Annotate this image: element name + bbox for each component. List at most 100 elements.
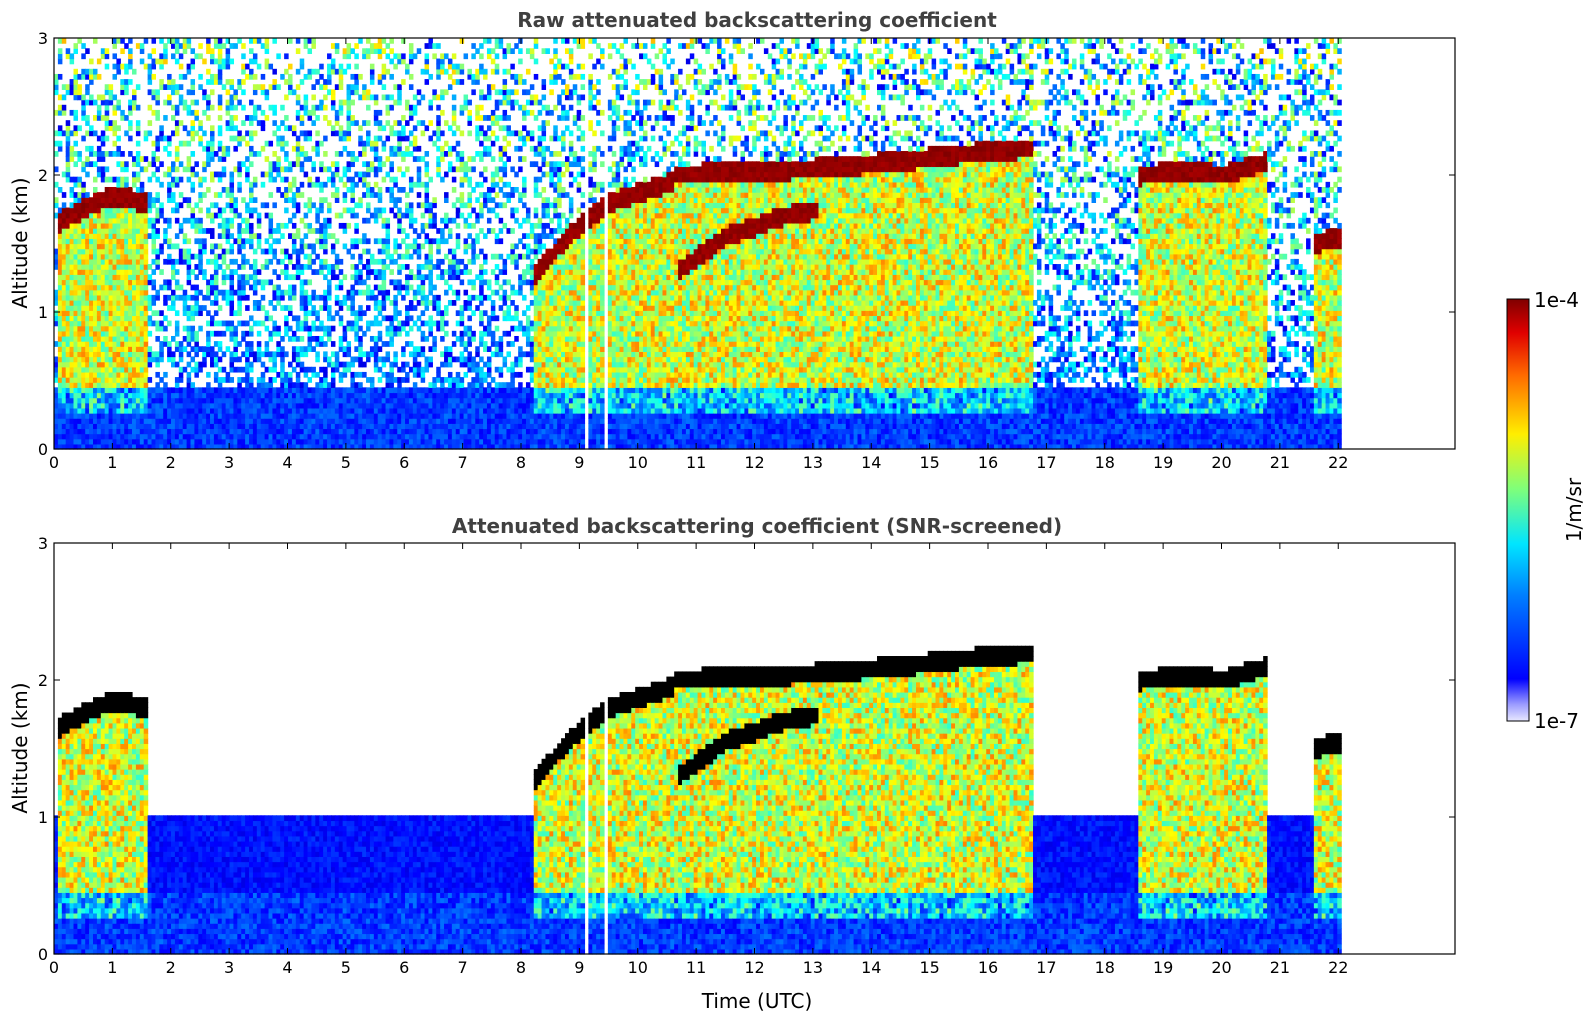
heatmap-cell [420,371,426,378]
heatmap-cell [362,217,367,224]
heatmap-cell [225,79,231,85]
heatmap-cell [295,68,301,75]
heatmap-cell [381,438,387,445]
heatmap-cell [198,207,203,214]
heatmap-cell [249,48,254,55]
heatmap-cell [174,43,180,49]
heatmap-cell [112,413,118,419]
heatmap-cell [81,346,86,352]
heatmap-cell [85,300,90,306]
heatmap-cell [467,335,472,342]
heatmap-cell [120,346,125,352]
heatmap-cell [124,202,129,209]
heatmap-cell [436,305,441,311]
heatmap-cell [362,407,367,414]
heatmap-cell [319,443,324,450]
heatmap-cell [54,166,59,173]
heatmap-cell [112,104,118,111]
heatmap-cell [424,366,430,373]
heatmap-cell [268,248,274,255]
heatmap-cell [284,382,289,388]
heatmap-cell [467,366,472,373]
heatmap-cell [358,351,363,358]
heatmap-cell [354,418,359,424]
heatmap-cell [104,243,110,250]
heatmap-cell [190,99,196,106]
heatmap-cell [81,161,86,168]
heatmap-cell [260,171,266,178]
heatmap-cell [295,161,301,168]
heatmap-cell [299,335,305,342]
heatmap-cell [299,320,305,327]
heatmap-cell [346,130,352,137]
heatmap-cell [272,392,277,399]
heatmap-cell [116,197,121,203]
heatmap-cell [139,264,145,270]
heatmap-cell [213,79,219,85]
heatmap-cell [167,84,172,90]
heatmap-cell [245,341,250,347]
heatmap-cell [202,361,207,368]
heatmap-cell [381,264,387,270]
heatmap-cell [354,238,359,245]
heatmap-cell [93,438,98,445]
heatmap-cell [284,94,289,101]
heatmap-cell [112,253,118,260]
heatmap-cell [385,171,391,178]
heatmap-cell [385,253,391,260]
heatmap-cell [89,402,94,409]
heatmap-cell [362,330,367,337]
heatmap-cell [93,413,98,419]
heatmap-cell [147,392,153,399]
heatmap-cell [163,428,168,435]
heatmap-cell [354,43,359,49]
heatmap-cell [463,202,469,209]
heatmap-cell [444,356,449,363]
heatmap-cell [213,202,219,209]
heatmap-cell [412,145,418,152]
heatmap-cell [397,207,402,214]
heatmap-cell [323,356,328,363]
heatmap-cell [358,402,363,409]
heatmap-cell [455,356,461,363]
heatmap-cell [171,53,176,60]
heatmap-cell [73,443,78,450]
heatmap-cell [346,120,352,126]
heatmap-cell [307,135,313,142]
heatmap-cell [202,387,207,394]
heatmap-cell [350,207,355,214]
heatmap-cell [65,361,71,368]
heatmap-cell [210,48,215,55]
heatmap-cell [174,382,180,388]
heatmap-cell [401,156,406,162]
heatmap-cell [327,166,332,173]
heatmap-cell [358,135,363,142]
heatmap-cell [276,228,281,234]
heatmap-cell [295,258,301,265]
heatmap-cell [397,284,402,291]
heatmap-cell [112,53,118,60]
heatmap-cell [190,89,196,96]
heatmap-cell [135,371,141,378]
heatmap-cell [272,269,277,275]
heatmap-cell [381,161,387,168]
heatmap-cell [377,284,383,291]
heatmap-cell [108,407,114,414]
heatmap-cell [408,438,414,445]
heatmap-cell [334,407,340,414]
heatmap-cell [213,73,219,80]
heatmap-cell [217,43,223,49]
heatmap-cell [206,104,211,111]
heatmap-cell [408,402,414,409]
heatmap-cell [276,392,281,399]
heatmap-cell [182,238,188,245]
heatmap-cell [397,407,402,414]
heatmap-cell [295,402,301,409]
heatmap-cell [428,433,433,440]
heatmap-cell [174,392,180,399]
heatmap-cell [249,115,254,121]
heatmap-cell [330,248,336,255]
heatmap-cell [377,428,383,435]
heatmap-cell [171,207,176,214]
heatmap-cell [440,325,445,332]
